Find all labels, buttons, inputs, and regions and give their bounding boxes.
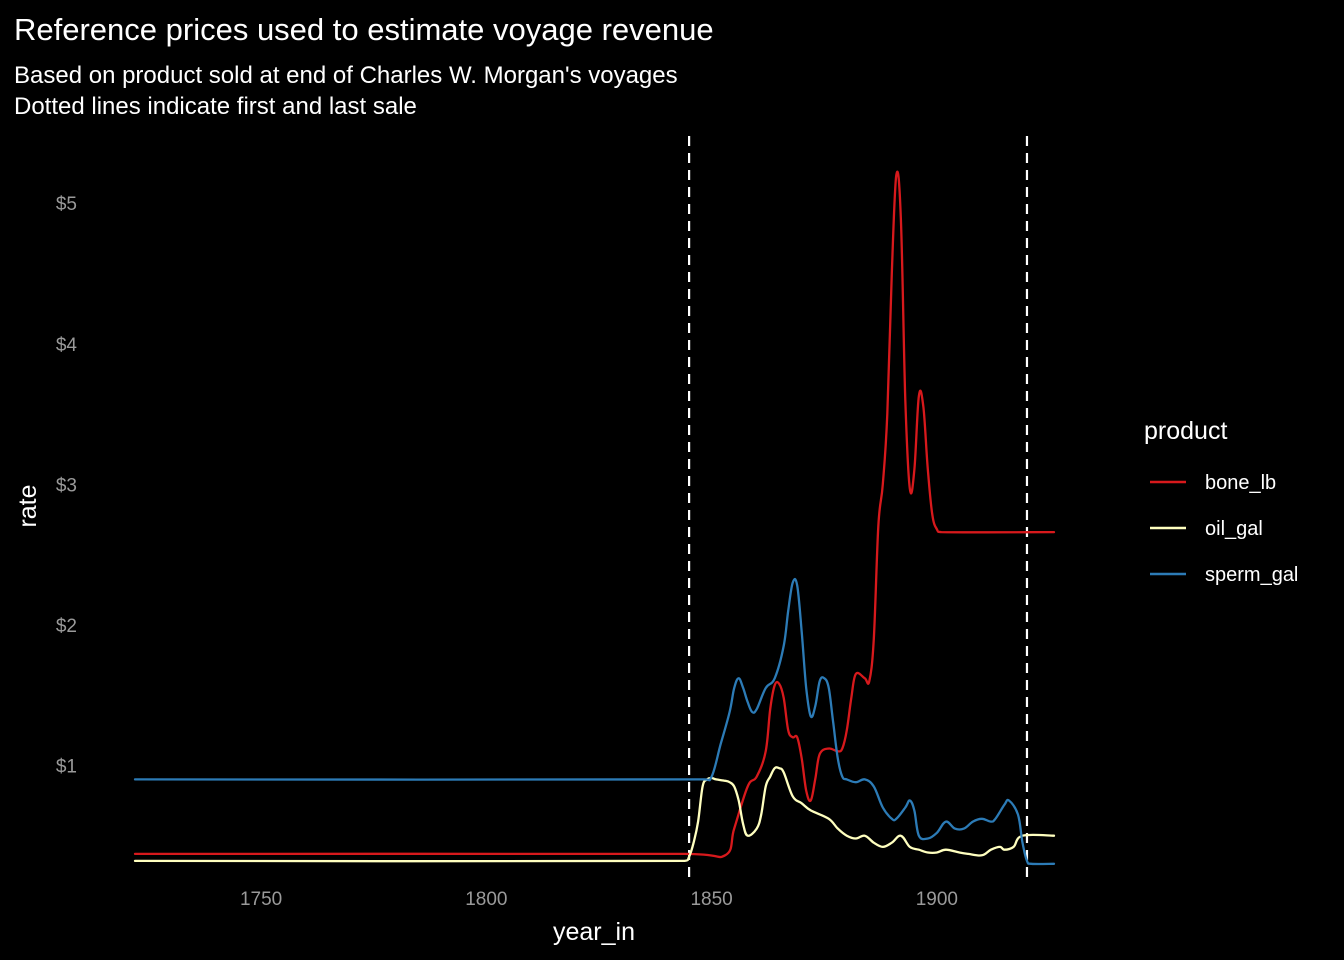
y-axis-title: rate [14,484,42,527]
legend: product bone_lb oil_gal sperm_gal [1144,417,1298,586]
y-tick-label-4: $4 [56,335,78,356]
legend-label-bone_lb: bone_lb [1205,472,1276,494]
legend-label-oil_gal: oil_gal [1205,518,1263,540]
series-line-oil_gal [133,766,1056,863]
x-tick-label-1850: 1850 [690,889,732,910]
legend-title: product [1144,417,1227,445]
y-tick-label-5: $5 [56,194,77,215]
legend-items: bone_lb oil_gal sperm_gal [1150,472,1298,586]
chart-title: Reference prices used to estimate voyage… [14,12,714,47]
y-tick-label-2: $2 [56,616,77,637]
chart-subtitle-line-2: Dotted lines indicate first and last sal… [14,93,417,120]
x-tick-label-1900: 1900 [916,889,958,910]
series-line-sperm_gal [133,577,1056,866]
chart-subtitle-line-1: Based on product sold at end of Charles … [14,62,678,89]
legend-label-sperm_gal: sperm_gal [1205,564,1298,586]
x-tick-label-1800: 1800 [465,889,507,910]
x-tick-layer: 1750 1800 1850 1900 [240,889,958,910]
series-line-bone_lb [133,170,1056,859]
y-tick-label-1: $1 [56,756,77,777]
x-tick-label-1750: 1750 [240,889,282,910]
y-tick-layer: $1 $2 $3 $4 $5 [56,194,78,777]
vline-layer [688,136,1029,878]
y-tick-label-3: $3 [56,475,77,496]
series-layer [133,170,1056,866]
x-axis-title: year_in [553,918,635,946]
